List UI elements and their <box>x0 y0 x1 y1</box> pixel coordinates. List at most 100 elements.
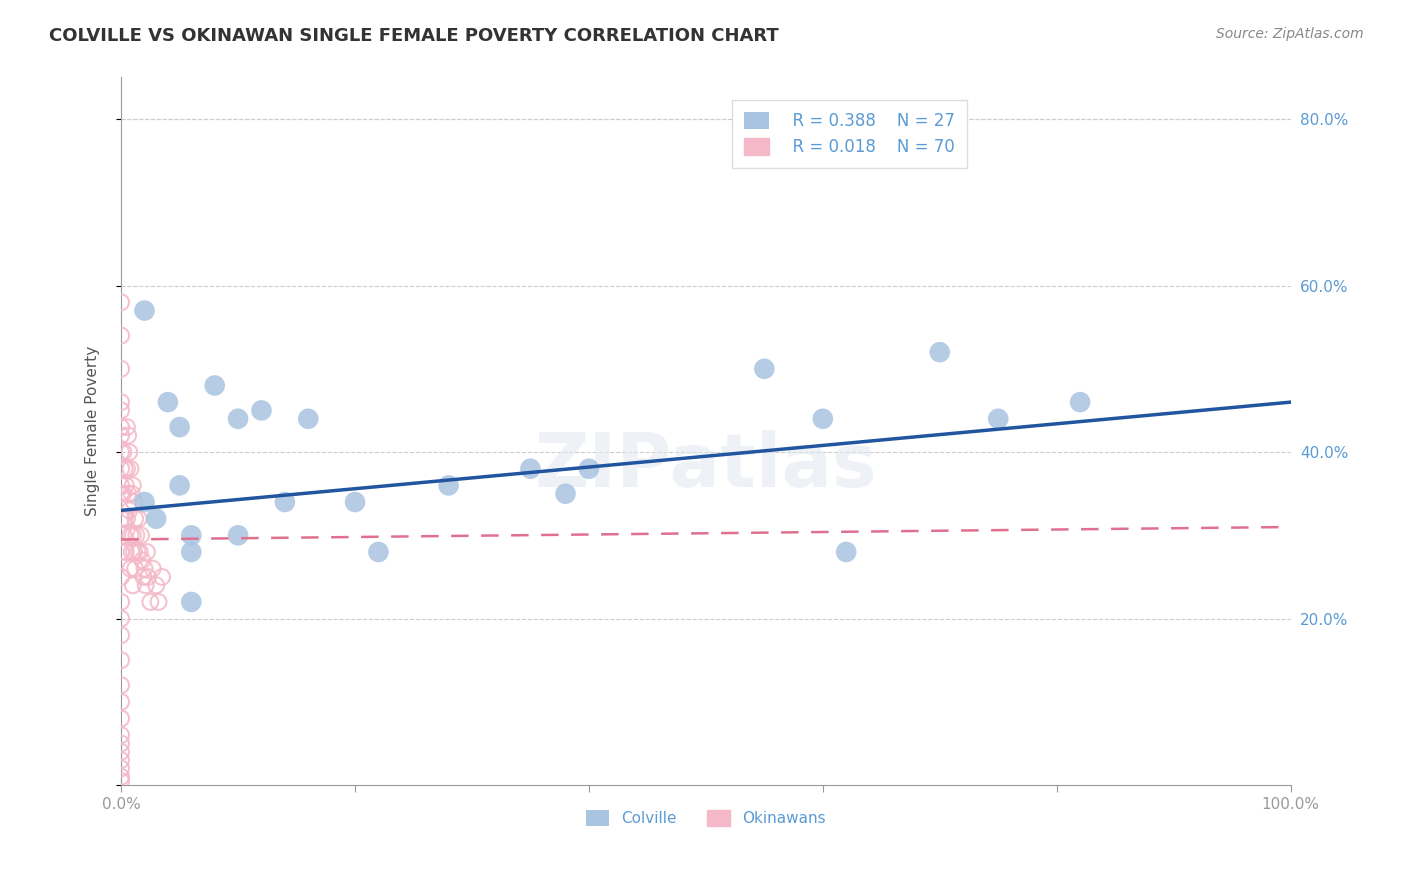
Point <box>150 570 173 584</box>
Point <box>115 420 138 434</box>
Point <box>125 528 148 542</box>
Y-axis label: Single Female Poverty: Single Female Poverty <box>86 346 100 516</box>
Point <box>128 545 150 559</box>
Point <box>297 411 319 425</box>
Point <box>110 770 132 784</box>
Point <box>132 570 155 584</box>
Point <box>121 578 143 592</box>
Point <box>120 528 142 542</box>
Point <box>118 503 141 517</box>
Point <box>124 561 146 575</box>
Point <box>120 461 142 475</box>
Point <box>131 553 153 567</box>
Point <box>114 545 136 559</box>
Point <box>110 428 132 442</box>
Point <box>110 736 132 750</box>
Point <box>112 528 135 542</box>
Point <box>145 578 167 592</box>
Point <box>226 411 249 425</box>
Point <box>114 511 136 525</box>
Point <box>117 486 139 500</box>
Point <box>114 461 136 475</box>
Point <box>110 678 132 692</box>
Point <box>110 711 132 725</box>
Point <box>118 445 141 459</box>
Point <box>110 653 132 667</box>
Point <box>110 570 132 584</box>
Point <box>121 545 143 559</box>
Point <box>180 545 202 559</box>
Point <box>110 728 132 742</box>
Point <box>121 486 143 500</box>
Point <box>110 753 132 767</box>
Point <box>112 445 135 459</box>
Point <box>578 461 600 475</box>
Point <box>129 528 152 542</box>
Point <box>110 611 132 625</box>
Point <box>367 545 389 559</box>
Point <box>148 595 170 609</box>
Point <box>110 511 132 525</box>
Point <box>134 303 156 318</box>
Point <box>110 461 132 475</box>
Point <box>110 445 132 459</box>
Point <box>110 478 132 492</box>
Point <box>437 478 460 492</box>
Point <box>344 495 367 509</box>
Point <box>124 511 146 525</box>
Text: Source: ZipAtlas.com: Source: ZipAtlas.com <box>1216 27 1364 41</box>
Point <box>519 461 541 475</box>
Point <box>115 461 138 475</box>
Point <box>180 528 202 542</box>
Point <box>110 545 132 559</box>
Point <box>110 773 132 788</box>
Point <box>122 495 145 509</box>
Text: COLVILLE VS OKINAWAN SINGLE FEMALE POVERTY CORRELATION CHART: COLVILLE VS OKINAWAN SINGLE FEMALE POVER… <box>49 27 779 45</box>
Point <box>115 511 138 525</box>
Legend: Colville, Okinawans: Colville, Okinawans <box>578 803 834 834</box>
Point <box>112 486 135 500</box>
Point <box>250 403 273 417</box>
Point <box>1069 395 1091 409</box>
Point <box>110 695 132 709</box>
Point <box>121 528 143 542</box>
Point <box>110 761 132 775</box>
Point <box>110 395 132 409</box>
Point <box>835 545 858 559</box>
Point <box>136 570 159 584</box>
Point <box>110 403 132 417</box>
Point <box>127 545 149 559</box>
Text: ZIPatlas: ZIPatlas <box>534 430 877 503</box>
Point <box>110 745 132 759</box>
Point <box>114 478 136 492</box>
Point <box>169 478 191 492</box>
Point <box>928 345 950 359</box>
Point <box>135 545 157 559</box>
Point <box>180 595 202 609</box>
Point <box>110 361 132 376</box>
Point <box>122 545 145 559</box>
Point <box>134 495 156 509</box>
Point <box>117 428 139 442</box>
Point <box>120 561 142 575</box>
Point <box>145 511 167 525</box>
Point <box>110 486 132 500</box>
Point <box>110 595 132 609</box>
Point <box>169 420 191 434</box>
Point <box>128 511 150 525</box>
Point <box>754 361 776 376</box>
Point <box>121 478 143 492</box>
Point <box>110 628 132 642</box>
Point <box>135 578 157 592</box>
Point <box>110 328 132 343</box>
Point <box>204 378 226 392</box>
Point <box>110 420 132 434</box>
Point <box>142 561 165 575</box>
Point <box>139 595 162 609</box>
Point <box>987 411 1010 425</box>
Point <box>554 486 576 500</box>
Point <box>274 495 297 509</box>
Point <box>156 395 179 409</box>
Point <box>811 411 834 425</box>
Point <box>134 561 156 575</box>
